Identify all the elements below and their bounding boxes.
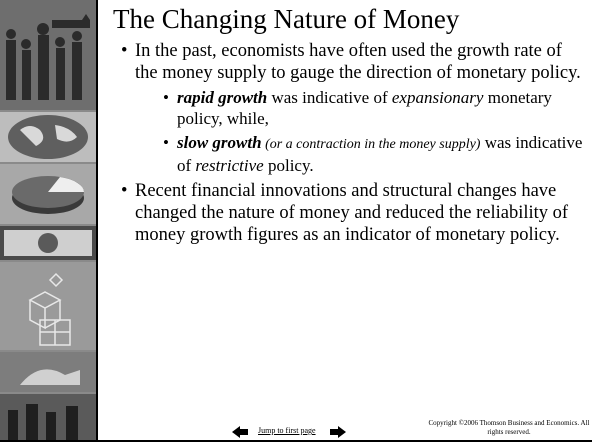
slide: The Changing Nature of Money In the past… [0, 0, 592, 445]
divider [96, 0, 98, 440]
decorative-strip [0, 0, 96, 440]
text-run: policy. [264, 156, 314, 175]
emphasis: slow growth [177, 133, 262, 152]
slide-title: The Changing Nature of Money [113, 4, 459, 35]
bullet-list: In the past, economists have often used … [113, 40, 583, 246]
first-page-link[interactable]: Jump to first page [258, 426, 316, 435]
slide-content: In the past, economists have often used … [113, 40, 583, 250]
bullet-text: Recent financial innovations and structu… [135, 181, 568, 245]
sub-bullet: rapid growth was indicative of expansion… [157, 87, 583, 129]
bullet: In the past, economists have often used … [113, 40, 583, 176]
sub-bullet: slow growth (or a contraction in the mon… [157, 132, 583, 176]
bullet: Recent financial innovations and structu… [113, 180, 583, 246]
emphasis: rapid growth [177, 88, 267, 107]
copyright: Copyright ©2006 Thomson Business and Eco… [428, 419, 590, 437]
aside: (or a contraction in the money supply) [262, 137, 481, 152]
emphasis: restrictive [195, 156, 263, 175]
prev-arrow[interactable] [232, 426, 248, 438]
next-arrow[interactable] [330, 426, 346, 438]
emphasis: expansionary [392, 88, 484, 107]
text-run: was indicative of [267, 88, 392, 107]
divider [0, 440, 592, 442]
sub-bullet-list: rapid growth was indicative of expansion… [135, 87, 583, 176]
bullet-text: In the past, economists have often used … [135, 41, 581, 83]
